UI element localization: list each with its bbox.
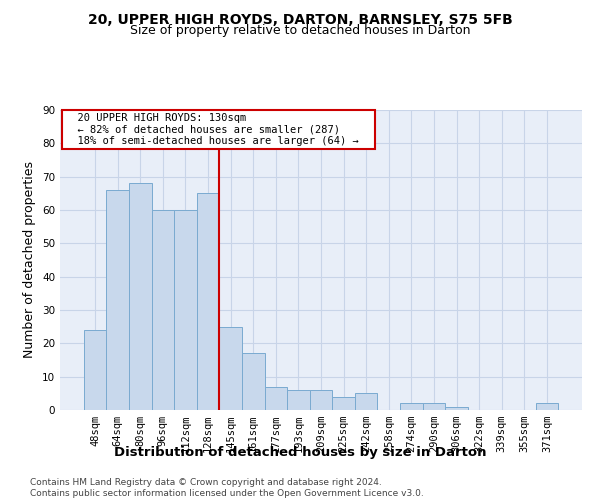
Bar xyxy=(445,406,468,410)
Bar xyxy=(355,394,377,410)
Text: Distribution of detached houses by size in Darton: Distribution of detached houses by size … xyxy=(114,446,486,459)
Text: Contains HM Land Registry data © Crown copyright and database right 2024.
Contai: Contains HM Land Registry data © Crown c… xyxy=(30,478,424,498)
Bar xyxy=(174,210,197,410)
Bar xyxy=(152,210,174,410)
Bar xyxy=(536,404,558,410)
Bar xyxy=(332,396,355,410)
Bar xyxy=(220,326,242,410)
Bar xyxy=(265,386,287,410)
Y-axis label: Number of detached properties: Number of detached properties xyxy=(23,162,37,358)
Text: Size of property relative to detached houses in Darton: Size of property relative to detached ho… xyxy=(130,24,470,37)
Bar xyxy=(106,190,129,410)
Bar xyxy=(310,390,332,410)
Bar xyxy=(287,390,310,410)
Bar xyxy=(129,184,152,410)
Bar xyxy=(197,194,220,410)
Text: 20, UPPER HIGH ROYDS, DARTON, BARNSLEY, S75 5FB: 20, UPPER HIGH ROYDS, DARTON, BARNSLEY, … xyxy=(88,12,512,26)
Bar xyxy=(422,404,445,410)
Bar xyxy=(84,330,106,410)
Bar xyxy=(242,354,265,410)
Bar xyxy=(400,404,422,410)
Text: 20 UPPER HIGH ROYDS: 130sqm  
  ← 82% of detached houses are smaller (287)  
  1: 20 UPPER HIGH ROYDS: 130sqm ← 82% of det… xyxy=(65,113,371,146)
